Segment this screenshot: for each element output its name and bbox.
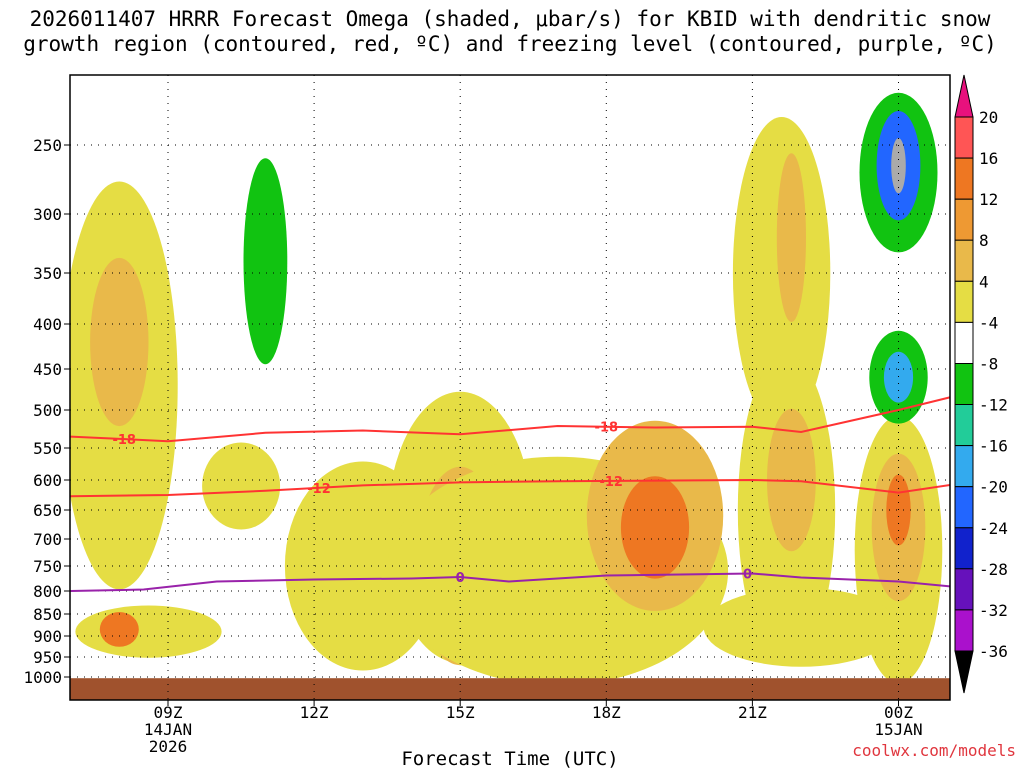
colorbar-label-7: -12 [979,396,1008,415]
plot-frame [69,74,951,701]
y-tick-label-600: 600 [33,471,62,490]
x-axis-title: Forecast Time (UTC) [401,748,618,768]
colorbar-swatch-11 [954,568,974,611]
contour-line-2 [70,572,950,592]
omega-region-2 [202,442,281,530]
omega-region-12 [776,153,807,322]
colorbar-bottom-arrow [954,650,974,694]
colorbar-swatch-4 [954,280,974,323]
omega-region-26 [883,351,914,403]
contour-line-1 [70,478,950,498]
x-tick-label-9-0: 09Z [154,703,183,722]
omega-region-21 [243,158,288,365]
colorbar-label-9: -20 [979,478,1008,497]
omega-region-19 [99,612,139,647]
omega-shading-layer [70,92,943,686]
colorbar-swatch-2 [954,198,974,241]
colorbar-label-13: -36 [979,642,1008,661]
colorbar-label-8: -16 [979,437,1008,456]
colorbar-swatch-7 [954,404,974,447]
y-tick-label-950: 950 [33,648,62,667]
y-tick-label-350: 350 [33,264,62,283]
y-tick-label-900: 900 [33,627,62,646]
colorbar-swatch-8 [954,445,974,488]
colorbar-swatch-0 [954,116,974,159]
x-tick-label-9-2: 2026 [149,737,188,756]
contour-label-0-1: -18 [595,421,619,436]
chart-title-line-2: growth region (contoured, red, ºC) and f… [23,32,997,56]
x-tick-label-18-0: 18Z [592,703,621,722]
contour-label-layer: -18 -18 -12 -12 0 0 [112,421,752,586]
omega-region-18 [75,605,222,658]
colorbar-swatch-12 [954,609,974,652]
contour-label-2-0: 0 [456,571,465,586]
contour-label-1-0: -12 [307,482,331,497]
contour-label-1-1: -12 [599,475,623,490]
colorbar-label-11: -28 [979,560,1008,579]
colorbar-label-3: 8 [979,231,989,250]
contour-line-0 [70,396,950,443]
y-tick-label-500: 500 [33,401,62,420]
contour-label-2-1: 0 [743,568,752,583]
x-tick-label-24-0: 00Z [884,703,913,722]
y-tick-label-700: 700 [33,530,62,549]
x-tick-label-15-0: 15Z [446,703,475,722]
colorbar-label-2: 12 [979,190,998,209]
x-tick-label-21-0: 21Z [738,703,767,722]
colorbar-label-12: -32 [979,601,1008,620]
colorbar-swatch-6 [954,363,974,406]
colorbar-swatch-9 [954,486,974,529]
colorbar-label-6: -8 [979,355,998,374]
colorbar-top-arrow [954,74,974,118]
y-axis: 250 300 350 400 450 500 550 600 650 700 750 800 850 9… [23,136,70,687]
terrain-fill [70,678,950,700]
y-tick-label-800: 800 [33,582,62,601]
x-tick-label-12-0: 12Z [300,703,329,722]
y-tick-label-550: 550 [33,439,62,458]
colorbar-label-5: -4 [979,313,998,332]
y-tick-label-850: 850 [33,605,62,624]
y-tick-label-1000: 1000 [23,668,62,687]
credit-text: coolwx.com/models [852,741,1016,760]
colorbar-legend: 20 16 12 8 4 -4 -8 -12 -16 -20 -24 -28 -32 -36 [954,74,1008,694]
terrain-layer [70,678,950,700]
omega-region-10 [620,476,690,579]
y-tick-label-750: 750 [33,557,62,576]
colorbar-label-10: -24 [979,519,1008,538]
colorbar-swatch-3 [954,239,974,282]
colorbar-swatch-10 [954,527,974,570]
contour-layer [70,396,950,592]
y-tick-label-650: 650 [33,501,62,520]
contour-label-0-0: -18 [112,433,136,448]
colorbar-label-4: 4 [979,272,989,291]
omega-region-20 [703,587,899,667]
y-tick-label-400: 400 [33,315,62,334]
chart-title-line-1: 2026011407 HRRR Forecast Omega (shaded, … [30,7,991,31]
y-tick-label-250: 250 [33,136,62,155]
colorbar-swatch-1 [954,157,974,200]
x-tick-label-24-1: 15JAN [874,720,922,739]
colorbar-swatch-5 [954,321,974,364]
omega-region-24 [891,138,906,194]
x-tick-label-9-1: 14JAN [144,720,192,739]
y-tick-label-450: 450 [33,360,62,379]
y-tick-label-300: 300 [33,205,62,224]
colorbar-label-0: 20 [979,108,998,127]
omega-region-1 [90,257,149,427]
colorbar-label-1: 16 [979,149,998,168]
